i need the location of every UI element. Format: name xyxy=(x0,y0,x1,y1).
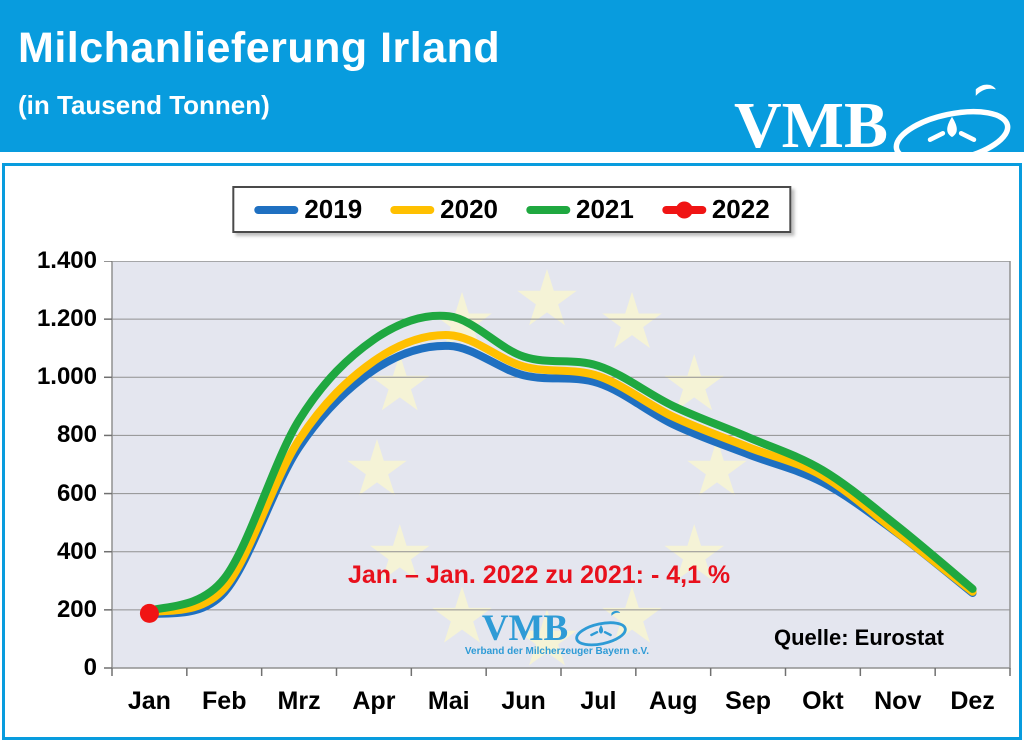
legend-item-2021: 2021 xyxy=(526,194,634,225)
y-axis-label: 0 xyxy=(83,654,97,681)
x-axis: Jan Feb Mrz Apr Mai Jun Jul Aug Sep Okt Nov Dez xyxy=(112,687,1010,721)
vmb-swirl-icon xyxy=(893,84,1011,165)
legend-item-2019: 2019 xyxy=(254,194,362,225)
y-axis-label: 1.200 xyxy=(36,305,97,333)
eu-star-decoration xyxy=(432,291,492,349)
header-banner: Milchanlieferung Irland (in Tausend Tonn… xyxy=(0,0,1024,165)
x-axis-label: Mai xyxy=(427,687,470,715)
page-subtitle: (in Tausend Tonnen) xyxy=(18,90,270,120)
y-axis-label: 200 xyxy=(56,595,97,623)
annotation-text: Jan. – Jan. 2022 zu 2021: - 4,1 % xyxy=(348,561,731,589)
x-axis-label: Dez xyxy=(950,687,995,715)
vmb-watermark-subtext: Verband der Milcherzeuger Bayern e.V. xyxy=(464,646,650,657)
x-axis-label: Okt xyxy=(802,687,844,715)
legend-item-2022: 2022 xyxy=(661,194,770,225)
x-axis-label: Sep xyxy=(725,687,771,715)
x-axis-label: Mrz xyxy=(277,687,321,715)
legend-swatch xyxy=(526,205,570,214)
x-axis-label: Aug xyxy=(648,687,698,715)
vmb-swirl-icon-small xyxy=(575,610,627,647)
vmb-watermark-text: VMB xyxy=(481,608,569,649)
vmb-logo: VMB xyxy=(734,78,1016,174)
legend-label: 2019 xyxy=(304,194,363,224)
y-axis: 0 200 400 600 800 1.000 1.200 1.400 xyxy=(5,247,105,681)
eu-star-decoration xyxy=(347,439,407,496)
legend-swatch xyxy=(390,205,435,214)
x-axis-label: Jan xyxy=(127,687,171,715)
x-axis-label: Feb xyxy=(202,687,247,715)
legend-swatch-dot xyxy=(675,201,693,218)
eu-star-decoration xyxy=(370,354,430,411)
x-axis-label: Jul xyxy=(580,687,617,715)
legend-label: 2021 xyxy=(576,194,634,224)
x-axis-label: Jun xyxy=(501,687,546,715)
y-axis-label: 1.000 xyxy=(36,363,97,391)
legend-swatch xyxy=(254,205,299,214)
legend-item-2020: 2020 xyxy=(390,194,498,225)
y-axis-label: 800 xyxy=(56,421,97,449)
source-label: Quelle: Eurostat xyxy=(774,625,944,650)
legend-swatch xyxy=(661,201,706,218)
x-axis-label: Apr xyxy=(352,687,396,715)
eu-star-decoration xyxy=(664,354,724,411)
eu-star-decoration xyxy=(517,269,577,326)
y-axis-label: 400 xyxy=(56,537,97,565)
vmb-logo-text: VMB xyxy=(734,89,888,162)
legend-label: 2020 xyxy=(440,194,498,224)
chart-legend: 2019 2020 2021 2022 xyxy=(232,186,792,233)
x-axis-label: Nov xyxy=(874,687,922,715)
y-axis-label: 600 xyxy=(56,479,97,507)
legend-label: 2022 xyxy=(711,194,770,224)
plot-area: Jan. – Jan. 2022 zu 2021: - 4,1 % Quelle… xyxy=(112,261,1010,668)
eu-star-decoration xyxy=(687,439,747,496)
chart-panel: 2019 2020 2021 2022 0 200 400 600 800 1.000 1.200… xyxy=(2,163,1022,740)
page-title: Milchanlieferung Irland xyxy=(18,24,501,72)
eu-star-decoration xyxy=(602,291,662,349)
vmb-watermark: VMB Verband der Milcherzeuger Bayern e.V… xyxy=(442,608,672,658)
y-axis-label: 1.400 xyxy=(36,247,97,274)
